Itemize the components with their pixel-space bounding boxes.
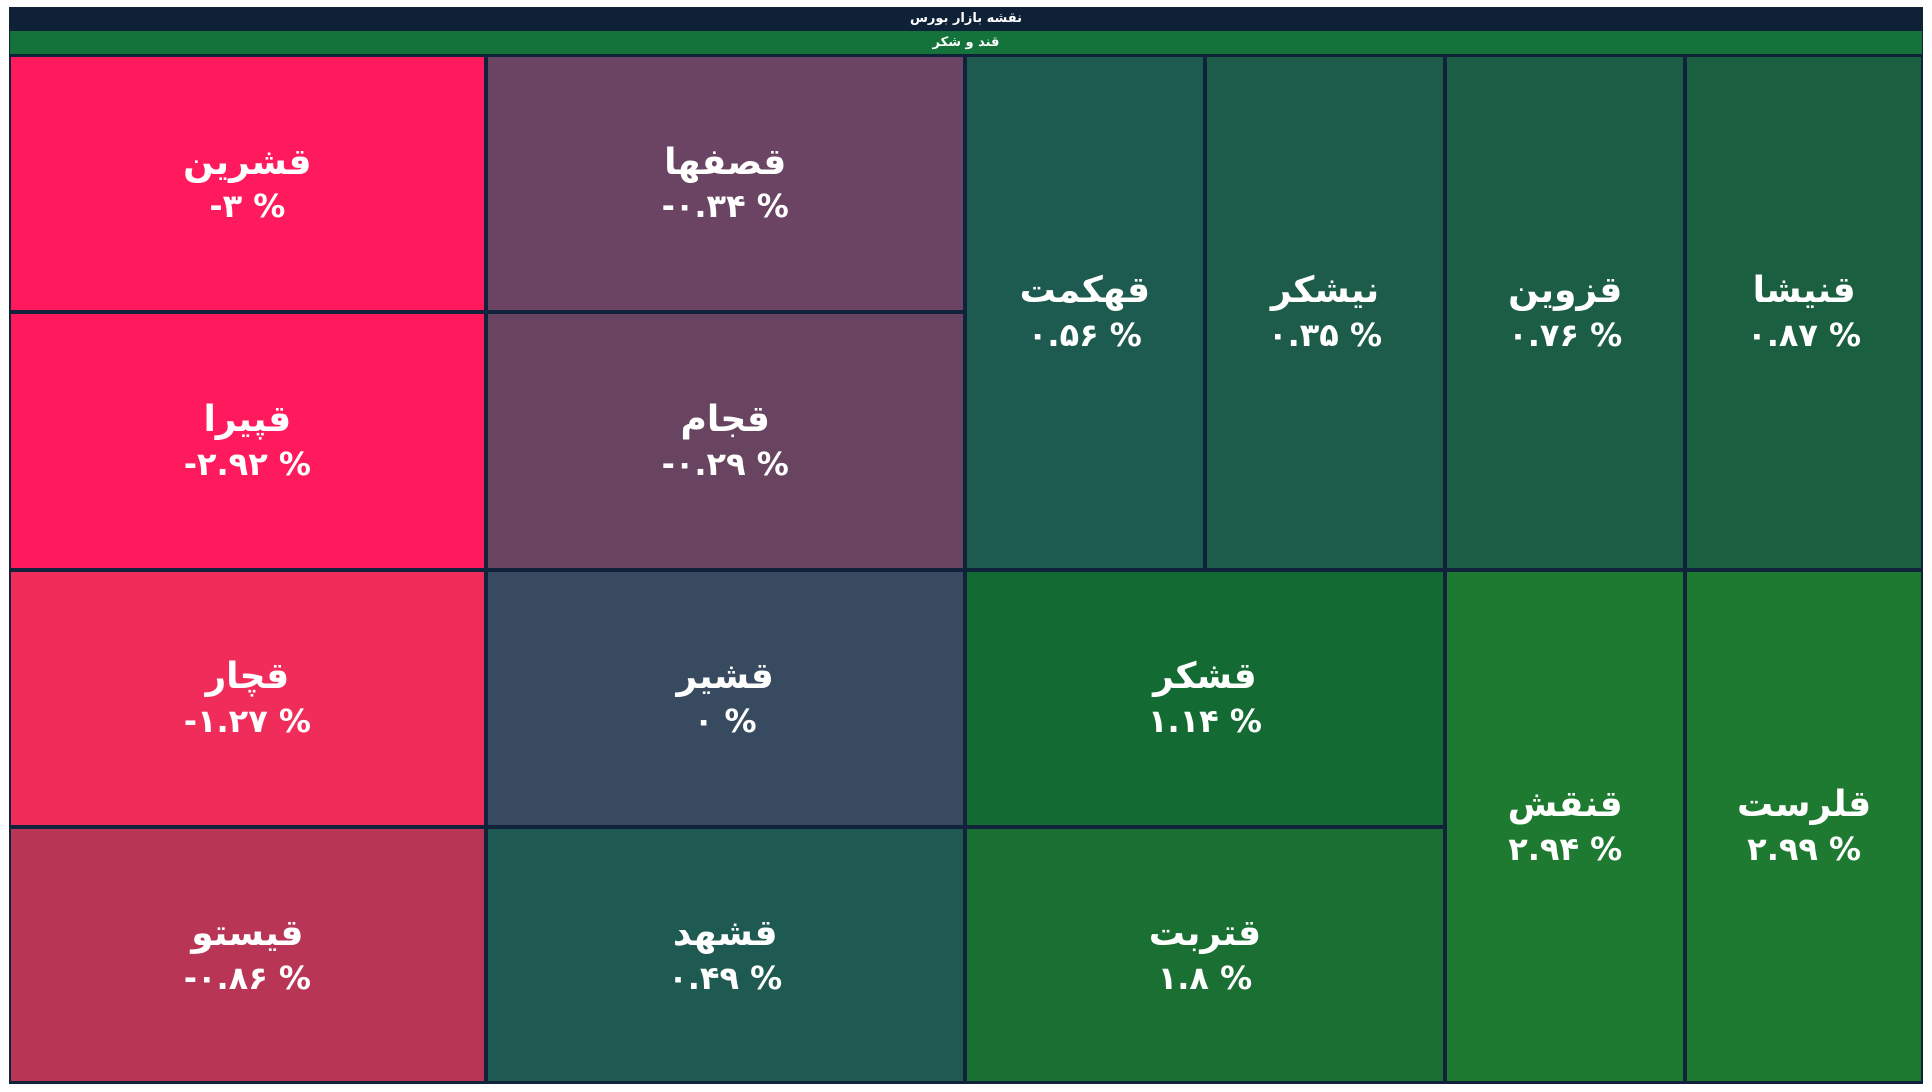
tile-change: -۱.۲۷ % xyxy=(183,702,311,741)
tile-symbol: قیستو xyxy=(191,913,304,955)
tile[interactable]: قشهد ۰.۴۹ % xyxy=(485,827,965,1084)
tile[interactable]: قنقش ۲.۹۴ % xyxy=(1445,569,1686,1084)
tile-symbol: نیشکر xyxy=(1270,270,1380,312)
tile-change: ۰.۵۶ % xyxy=(1027,316,1142,355)
tile[interactable]: قجام -۰.۲۹ % xyxy=(485,312,965,570)
tile-change: ۰.۷۶ % xyxy=(1508,316,1623,355)
tile-change: ۰ % xyxy=(693,702,757,741)
tile-symbol: قتربت xyxy=(1148,913,1262,955)
tile-symbol: قشیر xyxy=(676,656,774,698)
tile[interactable]: قچار -۱.۲۷ % xyxy=(9,569,486,828)
tile[interactable]: قهکمت ۰.۵۶ % xyxy=(964,55,1205,570)
tile-symbol: قلرست xyxy=(1737,784,1872,826)
tile-change: -۰.۸۶ % xyxy=(183,958,311,997)
tile[interactable]: قصفها -۰.۳۴ % xyxy=(485,55,965,313)
tile-symbol: قنقش xyxy=(1507,784,1623,826)
tile-change: ۲.۹۴ % xyxy=(1508,830,1623,869)
tile[interactable]: قپیرا -۲.۹۲ % xyxy=(9,312,486,570)
tile-change: ۱.۱۴ % xyxy=(1147,702,1262,741)
tile-symbol: قصفها xyxy=(664,141,787,183)
tile-symbol: قجام xyxy=(680,398,770,440)
tile-change: -۳ % xyxy=(209,187,286,226)
tile-change: ۰.۸۷ % xyxy=(1747,316,1862,355)
tile-symbol: قهکمت xyxy=(1019,270,1151,312)
tile-change: ۰.۴۹ % xyxy=(668,958,783,997)
tile-symbol: قشرین xyxy=(183,141,312,183)
tile-change: -۰.۳۴ % xyxy=(661,187,789,226)
header-subtitle: قند و شکر xyxy=(9,30,1923,55)
tile-change: ۰.۳۵ % xyxy=(1268,316,1382,355)
tile[interactable]: قیستو -۰.۸۶ % xyxy=(9,827,486,1084)
treemap: قشرین -۳ % قپیرا -۲.۹۲ % قچار -۱.۲۷ % قیستو -۰.… xyxy=(9,55,1923,1084)
tile[interactable]: قنیشا ۰.۸۷ % xyxy=(1685,55,1923,570)
tile-change: -۲.۹۲ % xyxy=(183,444,311,483)
tile-symbol: قپیرا xyxy=(203,398,292,440)
tile-symbol: قشهد xyxy=(672,913,778,955)
tile[interactable]: قشیر ۰ % xyxy=(485,569,965,828)
tile-symbol: قنیشا xyxy=(1752,270,1856,312)
tile[interactable]: قشکر ۱.۱۴ % xyxy=(964,569,1446,828)
tile-symbol: قزوین xyxy=(1508,270,1623,312)
tile-symbol: قشکر xyxy=(1153,656,1257,698)
tile[interactable]: نیشکر ۰.۳۵ % xyxy=(1204,55,1446,570)
tile-symbol: قچار xyxy=(205,656,290,698)
tile[interactable]: قشرین -۳ % xyxy=(9,55,486,313)
tile[interactable]: قلرست ۲.۹۹ % xyxy=(1685,569,1923,1084)
header-title: نقشه بازار بورس xyxy=(9,7,1923,30)
tile[interactable]: قتربت ۱.۸ % xyxy=(964,827,1446,1084)
tile-change: ۱.۸ % xyxy=(1157,958,1253,997)
tile-change: ۲.۹۹ % xyxy=(1747,830,1862,869)
tile[interactable]: قزوین ۰.۷۶ % xyxy=(1445,55,1686,570)
tile-change: -۰.۲۹ % xyxy=(661,444,789,483)
